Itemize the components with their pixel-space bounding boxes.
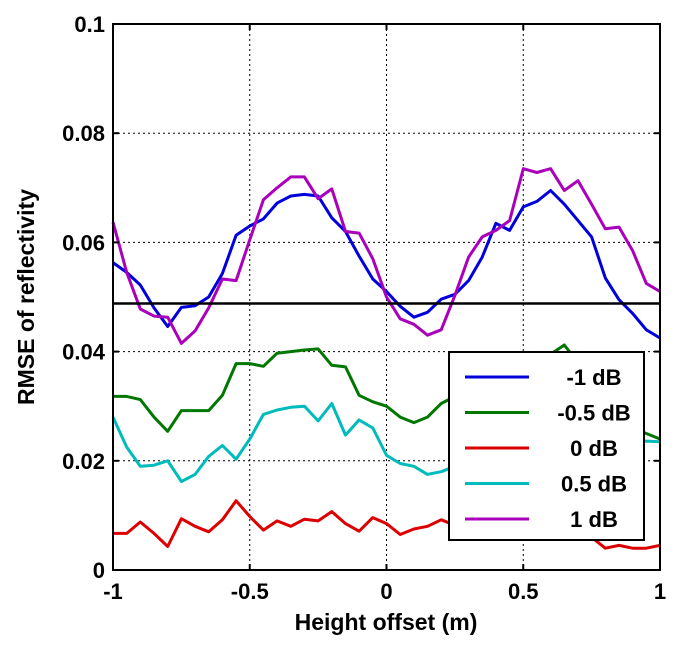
y-tick-label: 0.08 (62, 121, 105, 146)
x-axis-label: Height offset (m) (295, 609, 478, 635)
legend: -1 dB -0.5 dB 0 dB 0.5 dB 1 dB (448, 351, 645, 541)
x-tick-label: 0.5 (508, 579, 539, 604)
legend-label: 0 dB (570, 436, 618, 461)
legend-label: 1 dB (570, 507, 618, 532)
x-tick-label: 1 (654, 579, 666, 604)
series-line (112, 189, 661, 340)
x-tick-label: -1 (103, 579, 123, 604)
series-line (113, 343, 661, 441)
y-tick-label: 0.04 (62, 340, 106, 365)
x-tick-label: -0.5 (231, 579, 269, 604)
x-tick-label: 0 (380, 579, 392, 604)
y-tick-label: 0 (93, 558, 105, 583)
series-line (111, 167, 661, 345)
legend-label: -0.5 dB (557, 401, 630, 426)
y-axis-label: RMSE of reflectivity (13, 189, 39, 405)
legend-box (448, 351, 645, 541)
legend-label: 0.5 dB (561, 472, 627, 497)
y-tick-label: 0.02 (62, 449, 105, 474)
legend-label: -1 dB (567, 365, 622, 390)
y-tick-label: 0.1 (74, 12, 105, 37)
axis-ticks: -1 -0.5 0 0.5 1 0 0.02 0.04 0.06 0.08 0.1 (62, 12, 666, 604)
y-tick-label: 0.06 (62, 230, 105, 255)
